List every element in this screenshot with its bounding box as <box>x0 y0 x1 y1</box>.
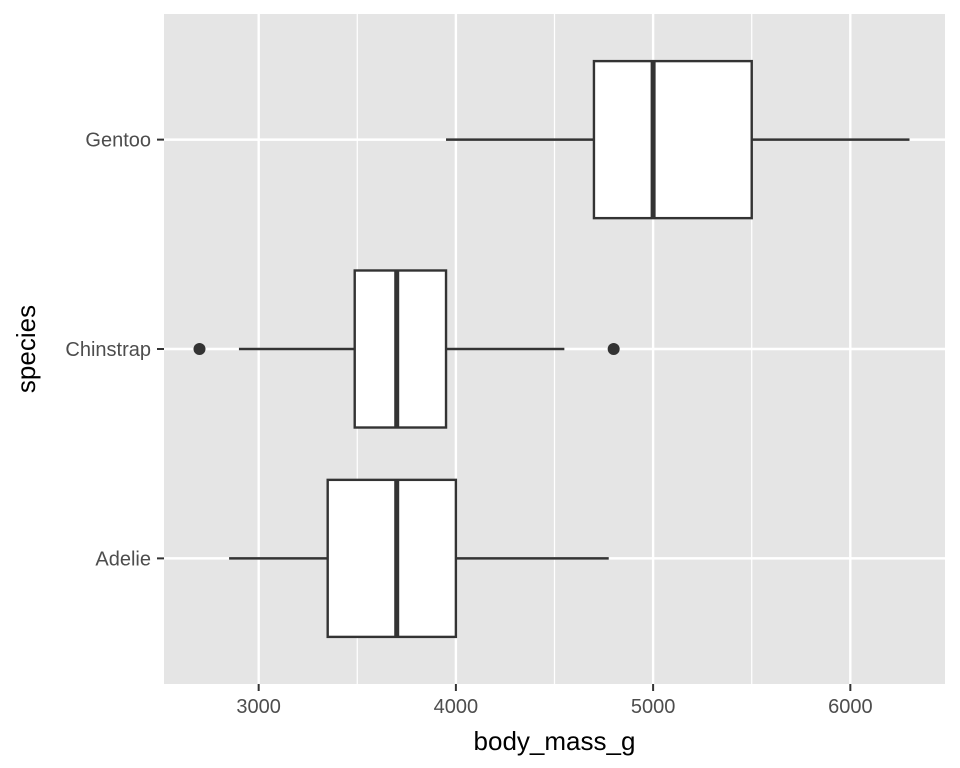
box-iqr <box>592 59 753 220</box>
x-axis-title: body_mass_g <box>474 726 636 756</box>
box-adelie <box>229 478 609 639</box>
box-iqr <box>326 478 458 639</box>
box-chinstrap <box>193 269 620 429</box>
x-tick-label: 4000 <box>434 696 479 718</box>
y-tick-label: Gentoo <box>85 130 151 152</box>
y-axis: Adelie Chinstrap Gentoo <box>65 130 164 570</box>
y-tick-label: Adelie <box>95 548 151 570</box>
x-tick-label: 3000 <box>236 696 281 718</box>
y-tick-label: Chinstrap <box>65 339 151 361</box>
x-tick-label: 6000 <box>828 696 873 718</box>
y-axis-title: species <box>11 305 41 393</box>
x-tick-label: 5000 <box>631 696 676 718</box>
outlier-point <box>193 343 206 355</box>
boxes <box>193 59 910 639</box>
box-iqr <box>353 269 448 429</box>
box-gentoo <box>446 59 910 220</box>
outlier-point <box>607 343 620 355</box>
x-axis: 3000 4000 5000 6000 <box>236 684 873 718</box>
